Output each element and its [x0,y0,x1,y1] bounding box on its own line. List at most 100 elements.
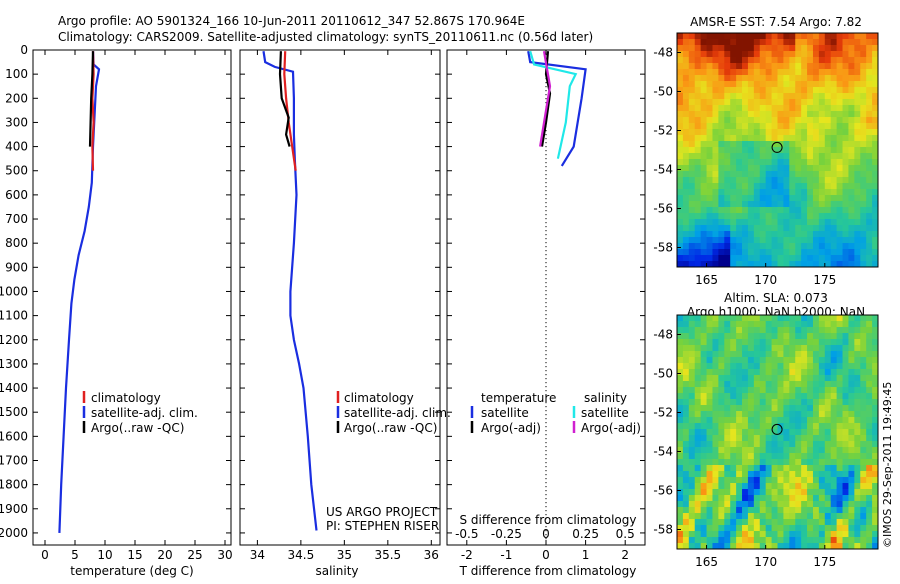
map-cell [730,357,737,364]
map-cell [866,423,873,430]
map-cell [736,153,743,160]
map-cell [712,465,719,472]
map-cell [753,339,761,346]
map-cell [677,69,684,76]
map-cell [818,495,826,502]
zero-line-dot [545,250,547,252]
map-cell [830,117,838,124]
map-cell [706,525,713,532]
map-cell [801,261,808,268]
map-cell [718,261,725,268]
map-cell [753,531,761,538]
sla-map: 165 170 175-48-50-52-54-56-58 [653,315,879,569]
map-cell [818,63,826,70]
map-cell [795,477,802,484]
map-cell [765,369,772,376]
map-cell [848,261,855,268]
map-cell [694,471,702,478]
map-cell [830,483,838,490]
map-cell [747,339,755,346]
map-cell [747,327,755,334]
map-cell [807,381,814,388]
map-cell [712,417,719,424]
map-cell [842,189,849,196]
map-cell [724,465,731,472]
map-cell [718,429,725,436]
map-cell [712,57,719,64]
map-cell [795,441,802,448]
map-cell [824,51,832,58]
map-cell [795,507,802,514]
map-cell [700,405,707,412]
map-cell [860,387,867,394]
zero-line-dot [545,166,547,168]
map-cell [807,129,814,136]
map-cell [872,57,879,64]
map-cell [747,507,755,514]
map-cell [712,165,719,172]
map-cell [807,441,814,448]
map-cell [712,399,719,406]
map-cell [807,213,814,220]
map-cell [860,393,867,400]
map-cell [694,129,702,136]
map-cell [789,357,796,364]
map-cell [742,261,749,268]
map-cell [777,513,784,520]
map-cell [801,219,808,226]
map-cell [694,363,702,370]
map-cell [842,105,849,112]
map-cell [801,231,808,238]
map-cell [830,99,838,106]
map-cell [807,219,814,226]
map-cell [700,351,707,358]
map-cell [712,531,719,538]
map-cell [807,153,814,160]
map-cell [777,183,784,190]
imos-stamp: ©IMOS 29-Sep-2011 19:49:45 [881,382,894,548]
map-cell [747,69,755,76]
map-cell [730,435,737,442]
map-cell [742,69,749,76]
map-cell [718,375,725,382]
map-cell [771,105,778,112]
map-cell [848,315,855,322]
map-cell [747,255,755,262]
map-cell [866,543,873,550]
map-cell [694,459,702,466]
map-cell [736,411,743,418]
map-cell [694,525,702,532]
map-cell [706,483,713,490]
map-cell [700,237,707,244]
zero-line-dot [545,318,547,320]
map-cell [747,183,755,190]
map-cell [866,123,873,130]
temperature-legend: climatology satellite-adj. clim. Argo(..… [82,391,198,435]
map-cell [812,393,820,400]
map-cell [860,135,867,142]
map-cell [771,339,778,346]
map-cell [694,255,702,262]
map-cell [688,525,696,532]
map-cell [742,339,749,346]
map-cell [718,393,725,400]
map-cell [801,135,808,142]
map-cell [854,39,861,46]
map-cell [818,87,826,94]
map-cell [765,201,772,208]
map-cell [706,531,713,538]
map-cell [700,321,707,328]
map-cell [694,501,702,508]
map-cell [700,501,707,508]
zero-line-dot [545,502,547,504]
map-cell [789,501,796,508]
map-cell [736,417,743,424]
map-cell [830,339,838,346]
map-cell [801,57,808,64]
map-cell [848,117,855,124]
map-cell [753,255,761,262]
map-cell [842,225,849,232]
map-cell [700,141,707,148]
map-cell [783,147,790,154]
